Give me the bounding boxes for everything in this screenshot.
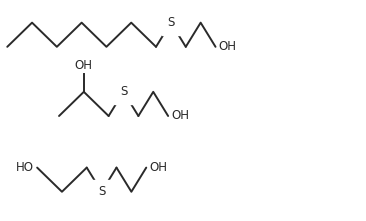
Text: OH: OH — [219, 40, 236, 53]
Text: S: S — [167, 16, 175, 29]
Text: OH: OH — [171, 109, 189, 122]
Text: OH: OH — [149, 161, 167, 174]
Text: OH: OH — [75, 59, 93, 72]
Text: HO: HO — [16, 161, 34, 174]
Text: S: S — [98, 185, 105, 198]
Text: S: S — [120, 85, 127, 98]
